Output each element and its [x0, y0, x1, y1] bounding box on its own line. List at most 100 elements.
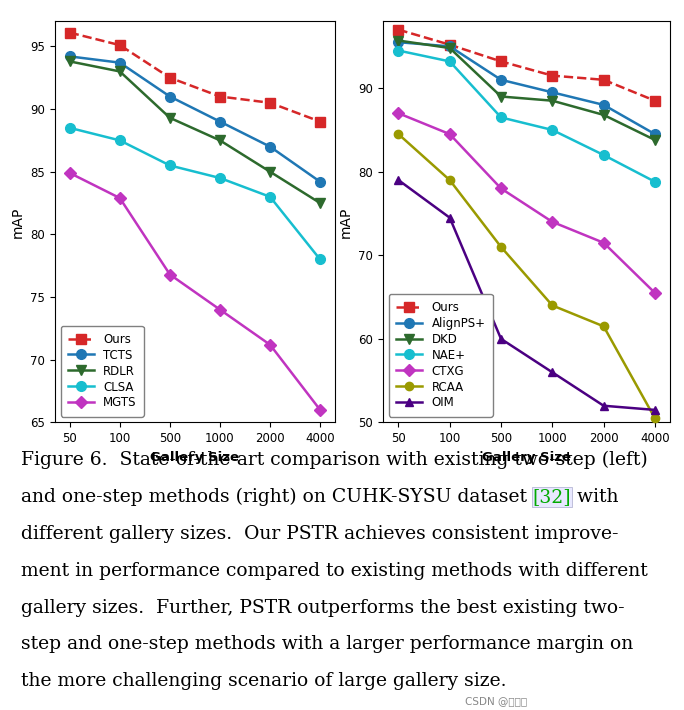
Line: CTXG: CTXG — [394, 109, 659, 297]
RCAA — [394, 130, 402, 138]
TCTS — [316, 178, 324, 186]
AlignPS+ — [497, 75, 505, 84]
AlignPS+ — [394, 38, 402, 46]
OIM — [599, 401, 607, 410]
Text: step and one-step methods with a larger performance margin on: step and one-step methods with a larger … — [21, 635, 633, 653]
Text: Figure 6.  State-of-the-art comparison with existing two-step (left): Figure 6. State-of-the-art comparison wi… — [21, 451, 647, 469]
DKD — [394, 36, 402, 45]
Text: different gallery sizes.  Our PSTR achieves consistent improve-: different gallery sizes. Our PSTR achiev… — [21, 525, 618, 542]
RCAA — [650, 414, 659, 422]
TCTS — [216, 117, 224, 126]
RDLR — [166, 114, 174, 122]
DKD — [650, 136, 659, 144]
Line: DKD: DKD — [393, 36, 660, 145]
CTXG — [650, 289, 659, 297]
Legend: Ours, AlignPS+, DKD, NAE+, CTXG, RCAA, OIM: Ours, AlignPS+, DKD, NAE+, CTXG, RCAA, O… — [389, 294, 492, 417]
Ours — [497, 57, 505, 65]
MGTS — [116, 194, 124, 202]
Text: with: with — [571, 488, 618, 506]
Ours — [316, 117, 324, 126]
MGTS — [266, 341, 274, 349]
Ours — [394, 26, 402, 34]
Text: CSDN @买小汁: CSDN @买小汁 — [465, 697, 527, 706]
Ours — [266, 99, 274, 107]
Y-axis label: mAP: mAP — [10, 206, 25, 238]
Line: MGTS: MGTS — [66, 169, 324, 414]
DKD — [548, 97, 556, 105]
OIM — [497, 334, 505, 343]
CLSA — [216, 174, 224, 182]
Ours — [599, 75, 607, 84]
RDLR — [316, 199, 324, 207]
TCTS — [166, 92, 174, 101]
Text: gallery sizes.  Further, PSTR outperforms the best existing two-: gallery sizes. Further, PSTR outperforms… — [21, 599, 624, 616]
TCTS — [66, 52, 74, 60]
X-axis label: Gallery Size: Gallery Size — [150, 451, 239, 464]
CLSA — [116, 136, 124, 145]
OIM — [650, 405, 659, 414]
MGTS — [66, 169, 74, 178]
DKD — [497, 92, 505, 101]
RDLR — [216, 136, 224, 145]
TCTS — [116, 58, 124, 67]
Ours — [166, 73, 174, 82]
AlignPS+ — [599, 101, 607, 109]
RCAA — [548, 301, 556, 310]
NAE+ — [650, 178, 659, 186]
DKD — [446, 44, 454, 53]
TCTS — [266, 143, 274, 151]
AlignPS+ — [446, 42, 454, 50]
Legend: Ours, TCTS, RDLR, CLSA, MGTS: Ours, TCTS, RDLR, CLSA, MGTS — [61, 326, 144, 417]
Ours — [66, 28, 74, 37]
CLSA — [266, 192, 274, 201]
Text: the more challenging scenario of large gallery size.: the more challenging scenario of large g… — [21, 672, 506, 690]
DKD — [599, 111, 607, 119]
Text: [32]: [32] — [533, 488, 571, 506]
AlignPS+ — [650, 130, 659, 138]
Y-axis label: mAP: mAP — [339, 206, 353, 238]
CLSA — [66, 124, 74, 132]
Line: OIM: OIM — [394, 176, 659, 414]
Text: and one-step methods (right) on CUHK-SYSU dataset: and one-step methods (right) on CUHK-SYS… — [21, 488, 533, 506]
X-axis label: Gallery Size: Gallery Size — [482, 451, 571, 464]
Ours — [116, 41, 124, 50]
AlignPS+ — [548, 88, 556, 97]
NAE+ — [548, 126, 556, 134]
Line: CLSA: CLSA — [65, 123, 325, 264]
CLSA — [166, 161, 174, 170]
CTXG — [394, 109, 402, 117]
NAE+ — [497, 113, 505, 121]
RDLR — [116, 67, 124, 76]
Ours — [216, 92, 224, 101]
Line: RCAA: RCAA — [394, 130, 659, 422]
CTXG — [497, 184, 505, 192]
RDLR — [266, 168, 274, 176]
OIM — [446, 214, 454, 222]
CTXG — [548, 217, 556, 226]
NAE+ — [446, 57, 454, 65]
RCAA — [497, 243, 505, 251]
Ours — [650, 97, 659, 105]
NAE+ — [394, 46, 402, 55]
MGTS — [316, 405, 324, 414]
OIM — [394, 176, 402, 185]
Ours — [446, 40, 454, 49]
Line: RDLR: RDLR — [65, 57, 325, 208]
CTXG — [599, 239, 607, 247]
MGTS — [166, 271, 174, 279]
Line: AlignPS+: AlignPS+ — [393, 38, 660, 139]
Line: Ours: Ours — [65, 28, 325, 126]
CLSA — [316, 255, 324, 263]
Line: NAE+: NAE+ — [393, 45, 660, 187]
Ours — [548, 72, 556, 80]
Line: Ours: Ours — [393, 25, 660, 106]
RCAA — [599, 322, 607, 331]
RCAA — [446, 176, 454, 185]
Line: TCTS: TCTS — [65, 52, 325, 187]
Text: ment in performance compared to existing methods with different: ment in performance compared to existing… — [21, 562, 647, 579]
RDLR — [66, 58, 74, 66]
OIM — [548, 368, 556, 376]
CTXG — [446, 130, 454, 138]
NAE+ — [599, 151, 607, 159]
MGTS — [216, 305, 224, 314]
